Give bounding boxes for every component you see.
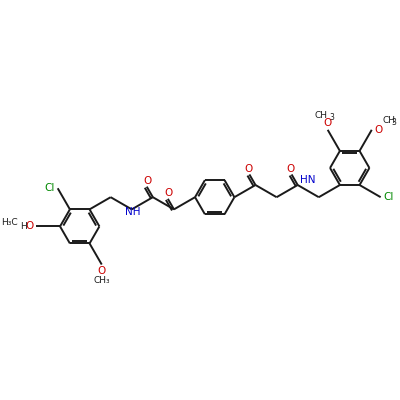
Text: H₃C: H₃C [1, 218, 18, 227]
Text: O: O [26, 222, 34, 232]
Text: H: H [20, 222, 27, 231]
Text: NH: NH [125, 207, 140, 217]
Text: O: O [144, 176, 152, 186]
Text: HN: HN [300, 176, 316, 186]
Text: O: O [244, 164, 252, 174]
Text: O: O [286, 164, 295, 174]
Text: Cl: Cl [384, 192, 394, 202]
Text: CH: CH [315, 112, 328, 120]
Text: CH: CH [383, 116, 396, 125]
Text: 3: 3 [392, 118, 396, 127]
Text: O: O [324, 118, 332, 128]
Text: 3: 3 [330, 113, 334, 122]
Text: O: O [98, 266, 106, 276]
Text: O: O [165, 188, 173, 198]
Text: CH₃: CH₃ [94, 276, 110, 285]
Text: O: O [374, 125, 383, 135]
Text: Cl: Cl [44, 183, 55, 193]
